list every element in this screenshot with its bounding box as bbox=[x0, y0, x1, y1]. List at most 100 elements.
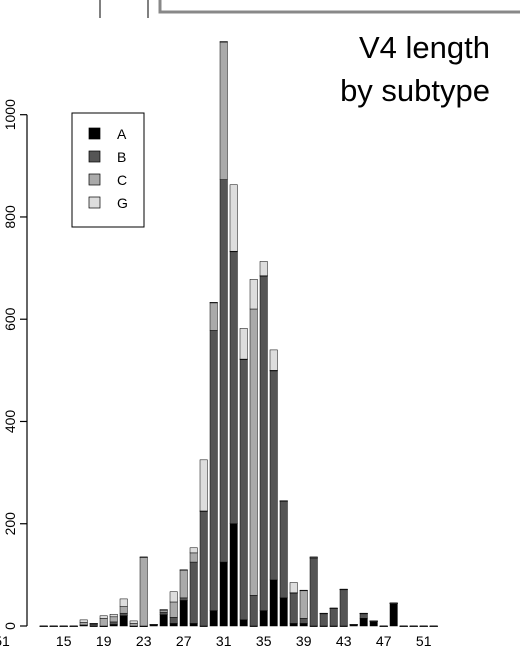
bar-segment-A bbox=[279, 597, 288, 627]
bar-segment-G bbox=[389, 602, 398, 604]
bar-segment-G bbox=[409, 625, 418, 627]
bar-segment-C bbox=[299, 589, 308, 619]
bar-segment-C bbox=[109, 616, 118, 623]
bar-segment-G bbox=[49, 625, 58, 627]
y-axis: 0 200 400 600 800 1000 bbox=[2, 99, 28, 630]
bar-segment-G bbox=[109, 613, 118, 618]
x-axis-labels: 51 15 19 23 27 31 35 39 43 47 51 bbox=[0, 633, 432, 649]
bar-segment-A bbox=[209, 610, 218, 627]
x-tick-label: 31 bbox=[216, 633, 232, 649]
bar-segment-C bbox=[209, 302, 218, 331]
title-line: by subtype bbox=[340, 73, 490, 108]
y-tick-label: 200 bbox=[2, 512, 18, 536]
bar-segment-B bbox=[219, 179, 228, 563]
bar-segment-A bbox=[119, 615, 128, 627]
legend-swatch-G bbox=[88, 196, 101, 209]
bar-segment-G bbox=[199, 459, 208, 512]
bar-segment-B bbox=[269, 370, 278, 581]
bar-segment-G bbox=[69, 625, 78, 627]
bar-segment-C bbox=[129, 623, 138, 627]
bar-segment-C bbox=[79, 622, 88, 626]
bar-segment-G bbox=[99, 615, 108, 619]
x-tick-label: 51 bbox=[416, 633, 432, 649]
y-tick-label: 0 bbox=[2, 622, 18, 630]
x-tick-label: 39 bbox=[296, 633, 312, 649]
bar-segment-A bbox=[299, 623, 308, 627]
bar-segment-G bbox=[359, 612, 368, 615]
y-tick-label: 600 bbox=[2, 307, 18, 331]
bar-segment-A bbox=[159, 614, 168, 627]
bar-segment-G bbox=[139, 556, 148, 558]
bar-segment-B bbox=[189, 561, 198, 624]
bar-segment-G bbox=[319, 612, 328, 615]
bar-segment-B bbox=[239, 358, 248, 621]
bar-segment-G bbox=[89, 623, 98, 625]
bar-segment-C bbox=[219, 41, 228, 180]
bar-segment-G bbox=[299, 589, 308, 592]
top-panel-borders bbox=[99, 0, 520, 18]
bar-segment-B bbox=[109, 621, 118, 625]
y-tick-label: 800 bbox=[2, 205, 18, 229]
bar-segment-G bbox=[369, 620, 378, 622]
bar-segment-B bbox=[169, 617, 178, 624]
bar-segment-B bbox=[159, 611, 168, 616]
bar-segment-B bbox=[199, 510, 208, 627]
bar-segment-A bbox=[189, 623, 198, 627]
bar-segment-G bbox=[379, 625, 388, 627]
bar-segment-G bbox=[129, 620, 138, 624]
x-tick-label: 27 bbox=[176, 633, 192, 649]
bar-segment-B bbox=[279, 500, 288, 599]
bar-segment-B bbox=[259, 275, 268, 611]
bar-segment-G bbox=[39, 625, 48, 627]
bar-segment-C bbox=[189, 552, 198, 563]
bar-segment-A bbox=[359, 618, 368, 627]
chart-title: V4 length by subtype bbox=[340, 30, 490, 108]
bar-segment-C bbox=[249, 308, 258, 596]
bar-segment-G bbox=[59, 625, 68, 627]
bar-segment-G bbox=[339, 588, 348, 591]
bar-segment-G bbox=[329, 607, 338, 609]
legend-label-A: A bbox=[117, 126, 127, 142]
legend-label-B: B bbox=[117, 149, 126, 165]
title-line: V4 length bbox=[359, 30, 490, 65]
bar-segment-C bbox=[169, 601, 178, 618]
bar-segment-A bbox=[179, 600, 188, 627]
y-tick-label: 400 bbox=[2, 410, 18, 434]
bar-segment-G bbox=[259, 261, 268, 277]
bar-segment-G bbox=[279, 500, 288, 502]
bar-segment-A bbox=[169, 623, 178, 627]
bar-segment-A bbox=[389, 602, 398, 627]
bar-segment-B bbox=[209, 330, 218, 611]
bar-segment-G bbox=[209, 302, 218, 304]
bar-segment-A bbox=[289, 623, 298, 627]
bar-segment-G bbox=[399, 625, 408, 627]
x-tick-label: 19 bbox=[96, 633, 112, 649]
bar-segment-C bbox=[139, 556, 148, 627]
x-tick-label: 47 bbox=[376, 633, 392, 649]
bar-segment-G bbox=[179, 569, 188, 571]
x-tick-label: 43 bbox=[336, 633, 352, 649]
x-tick-label: 23 bbox=[136, 633, 152, 649]
bar-segment-G bbox=[289, 582, 298, 594]
bar-segment-G bbox=[189, 547, 198, 554]
bar-segment-B bbox=[329, 607, 338, 627]
bar-segment-A bbox=[219, 561, 228, 627]
bar-segment-G bbox=[229, 184, 238, 252]
bar-segment-B bbox=[309, 558, 318, 627]
bar-segment-B bbox=[119, 612, 128, 617]
x-tick-label: 35 bbox=[256, 633, 272, 649]
bar-segment-A bbox=[239, 619, 248, 627]
bar-segment-B bbox=[339, 588, 348, 627]
bar-segment-B bbox=[229, 250, 238, 524]
bar-segment-G bbox=[429, 625, 438, 627]
bar-segment-G bbox=[249, 279, 258, 310]
bar-segment-B bbox=[179, 597, 188, 601]
bar-segment-C bbox=[179, 569, 188, 599]
bar-segment-G bbox=[159, 609, 168, 611]
legend-swatch-A bbox=[88, 127, 101, 140]
bar-segment-A bbox=[269, 579, 278, 627]
bar-segment-A bbox=[229, 523, 238, 627]
bar-segment-C bbox=[99, 618, 108, 627]
bar-segment-B bbox=[299, 618, 308, 624]
